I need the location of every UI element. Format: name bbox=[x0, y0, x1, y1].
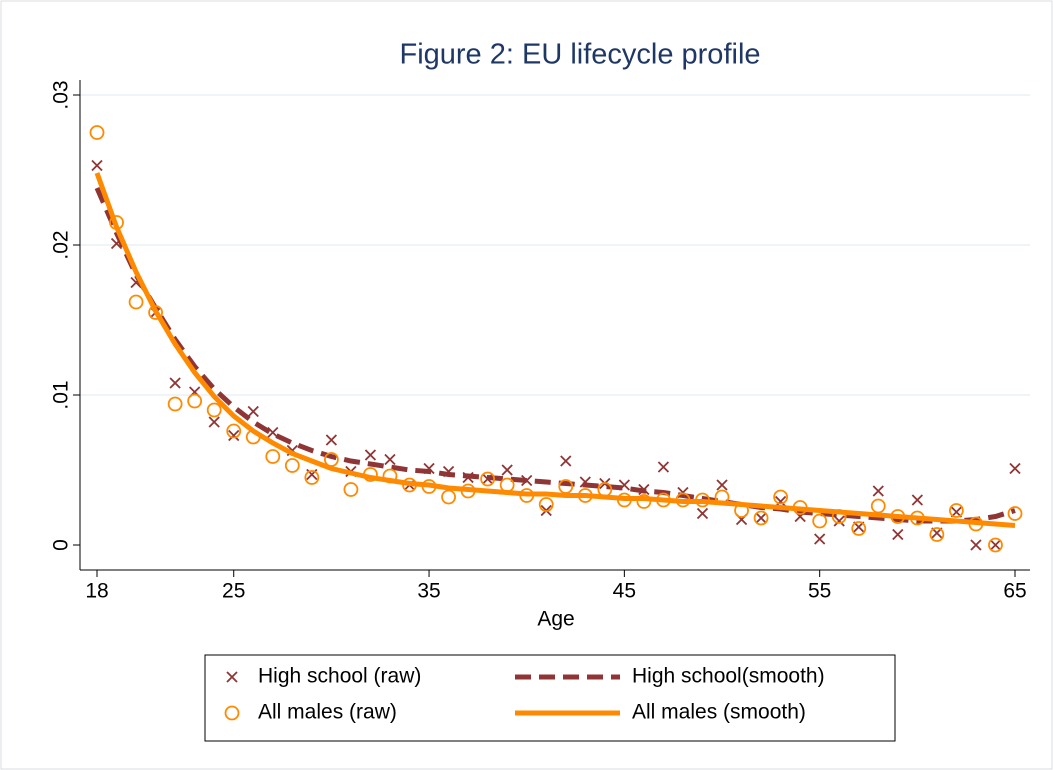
y-tick-label: .02 bbox=[50, 230, 73, 259]
line bbox=[94, 172, 1016, 528]
marker-x bbox=[560, 455, 572, 467]
marker-x bbox=[1009, 462, 1021, 475]
legend-label: High school(smooth) bbox=[632, 665, 825, 688]
marker-x bbox=[384, 453, 396, 466]
marker-x bbox=[501, 464, 513, 476]
marker-x bbox=[325, 434, 338, 446]
marker-circle bbox=[226, 423, 242, 439]
marker-x bbox=[696, 507, 709, 520]
marker-circle bbox=[167, 396, 183, 412]
marker-circle bbox=[1007, 506, 1023, 521]
marker-circle bbox=[206, 402, 222, 418]
legend bbox=[204, 654, 896, 742]
legend-label: All males (raw) bbox=[258, 701, 397, 724]
marker-x bbox=[364, 449, 377, 461]
marker-circle bbox=[753, 510, 769, 526]
marker-x bbox=[892, 528, 904, 541]
marker-x bbox=[247, 405, 259, 418]
x-tick-label: 65 bbox=[1003, 580, 1026, 603]
marker-x bbox=[970, 539, 982, 551]
chart-title: Figure 2: EU lifecycle profile bbox=[399, 39, 760, 71]
x-tick-label: 45 bbox=[613, 580, 636, 603]
marker-x bbox=[755, 512, 767, 524]
marker-circle bbox=[988, 537, 1003, 553]
legend-key bbox=[224, 705, 240, 721]
marker-circle bbox=[304, 470, 320, 485]
x-tick-label: 35 bbox=[417, 580, 440, 603]
y-tick-label: .03 bbox=[50, 80, 73, 109]
marker-x bbox=[833, 515, 845, 527]
marker-circle bbox=[89, 125, 105, 140]
marker-x bbox=[716, 479, 728, 491]
marker-circle bbox=[128, 294, 144, 310]
marker-x bbox=[814, 533, 826, 545]
marker-circle bbox=[538, 497, 554, 512]
marker-circle bbox=[343, 482, 359, 497]
marker-circle bbox=[187, 393, 203, 409]
x-tick-label: 25 bbox=[222, 580, 245, 603]
legend-key bbox=[226, 671, 238, 683]
legend-label: High school (raw) bbox=[258, 665, 421, 688]
marker-circle bbox=[773, 489, 789, 505]
marker-x bbox=[911, 494, 923, 506]
marker-x bbox=[228, 429, 240, 442]
marker-circle bbox=[949, 503, 964, 518]
marker-circle bbox=[812, 513, 828, 529]
marker-x bbox=[91, 159, 103, 172]
legend-label: All males (smooth) bbox=[632, 701, 806, 724]
marker-circle bbox=[929, 527, 945, 542]
x-axis-label: Age bbox=[537, 608, 574, 631]
marker-x bbox=[657, 461, 670, 473]
y-tick-label: 0 bbox=[50, 539, 73, 551]
marker-circle bbox=[265, 449, 281, 464]
marker-x bbox=[989, 539, 1002, 551]
marker-circle bbox=[851, 521, 867, 536]
marker-x bbox=[872, 485, 884, 497]
marker-x bbox=[208, 416, 220, 428]
x-tick-label: 18 bbox=[85, 580, 108, 603]
y-tick-label: .01 bbox=[50, 380, 73, 409]
marker-circle bbox=[284, 458, 300, 473]
marker-circle bbox=[480, 471, 496, 487]
x-tick-label: 55 bbox=[808, 580, 831, 603]
marker-x bbox=[169, 377, 181, 389]
